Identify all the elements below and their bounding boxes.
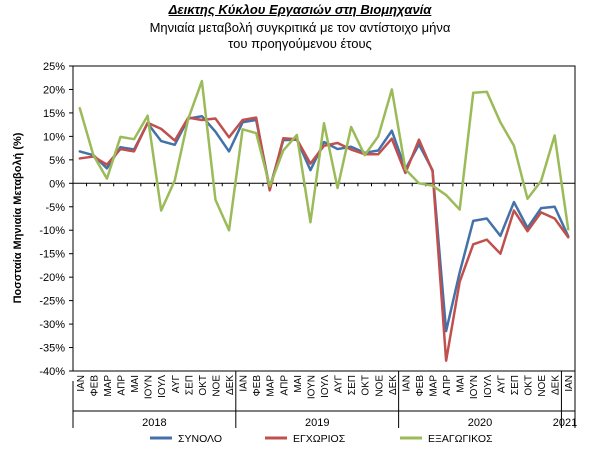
x-tick-label: ΙΟΥΛ (483, 375, 494, 398)
x-tick-label: ΦΕΒ (89, 375, 100, 397)
y-tick-label: -25% (39, 296, 65, 308)
x-tick-label: ΙΟΥΝ (469, 375, 480, 399)
x-tick-label: ΦΕΒ (415, 375, 426, 397)
chart-subtitle-line2: του προηγούμενου έτους (228, 36, 372, 51)
y-tick-label: 5% (49, 155, 65, 167)
y-tick-label: -10% (39, 225, 65, 237)
x-tick-label: ΑΥΓ (334, 375, 345, 394)
series-line-ΕΓΧΩΡΙΟΣ (78, 116, 570, 362)
year-label: 2020 (468, 417, 492, 429)
y-tick-label: -30% (39, 319, 65, 331)
x-tick-label: ΜΑΙ (130, 375, 141, 393)
labels-layer: 25% 20% 15% 10% 5% 0% -5% -10% -15% -20% -25% -30% -… (39, 61, 577, 429)
x-tick-label: ΦΕΒ (252, 375, 263, 397)
y-tick-label: -40% (39, 366, 65, 378)
x-tick-label: ΙΟΥΝ (144, 375, 155, 399)
x-tick-label: ΣΕΠ (347, 375, 358, 395)
year-label: 2018 (142, 417, 166, 429)
x-tick-label: ΝΟΕ (537, 375, 548, 397)
x-tick-label: ΙΟΥΝ (306, 375, 317, 399)
x-tick-label: ΑΠΡ (116, 375, 127, 396)
y-tick-label: 0% (49, 178, 65, 190)
x-tick-label: ΙΑΝ (76, 375, 87, 392)
chart-axes (69, 65, 576, 428)
y-tick-label: -5% (45, 202, 65, 214)
x-tick-label: ΝΟΕ (374, 375, 385, 397)
chart-legend: ΣΥΝΟΛΟ ΕΓΧΩΡΙΟΣ ΕΞΑΓΩΓΙΚΟΣ (150, 433, 493, 445)
y-axis-label: Ποσσταία Μηνιαία Μεταβολή (%) (12, 132, 24, 303)
x-tick-label: ΜΑΙ (293, 375, 304, 393)
x-tick-label: ΜΑΡ (266, 375, 277, 397)
x-tick-label: ΟΚΤ (524, 375, 535, 396)
x-tick-label: ΑΠΡ (442, 375, 453, 396)
chart-title: Δεικτης Κύκλου Εργασιών στη Βιομηχανία (168, 2, 432, 17)
y-tick-label: -20% (39, 272, 65, 284)
x-tick-label: ΟΚΤ (198, 375, 209, 396)
year-label: 2019 (305, 417, 329, 429)
x-tick-label: ΝΟΕ (211, 375, 222, 397)
y-tick-label: 10% (43, 131, 65, 143)
x-tick-label: ΑΥΓ (496, 375, 507, 394)
x-tick-label: ΑΠΡ (279, 375, 290, 396)
x-tick-label: ΜΑΡ (103, 375, 114, 397)
legend-label-ΕΓΧΩΡΙΟΣ: ΕΓΧΩΡΙΟΣ (293, 433, 346, 445)
series-line-ΕΞΑΓΩΓΙΚΟΣ (78, 79, 570, 232)
plot-area-border (72, 65, 576, 372)
x-tick-label: ΣΕΠ (510, 375, 521, 395)
x-tick-label: ΙΟΥΛ (320, 375, 331, 398)
x-tick-label: ΣΕΠ (184, 375, 195, 395)
y-tick-label: 20% (43, 84, 65, 96)
x-tick-label: ΔΕΚ (388, 375, 399, 395)
x-tick-label: ΜΑΡ (429, 375, 440, 397)
y-tick-label: 25% (43, 61, 65, 73)
series-layer (78, 79, 570, 362)
year-label: 2021 (553, 417, 577, 429)
chart-subtitle-line1: Μηνιαία μεταβολή συγκριτικά με τον αντίσ… (149, 20, 451, 35)
x-tick-label: ΔΕΚ (551, 375, 562, 395)
x-tick-label: ΜΑΙ (456, 375, 467, 393)
series-line-ΣΥΝΟΛΟ (78, 114, 570, 333)
y-tick-label: -15% (39, 249, 65, 261)
x-tick-label: ΙΟΥΛ (157, 375, 168, 398)
legend-label-ΣΥΝΟΛΟ: ΣΥΝΟΛΟ (178, 433, 222, 445)
x-tick-label: ΑΥΓ (171, 375, 182, 394)
x-tick-label: ΙΑΝ (239, 375, 250, 392)
x-tick-label: ΙΑΝ (401, 375, 412, 392)
y-tick-label: -35% (39, 343, 65, 355)
x-tick-label: ΙΑΝ (564, 375, 575, 392)
legend-label-ΕΞΑΓΩΓΙΚΟΣ: ΕΞΑΓΩΓΙΚΟΣ (428, 433, 493, 445)
x-tick-label: ΔΕΚ (225, 375, 236, 395)
y-tick-label: 15% (43, 108, 65, 120)
x-tick-label: ΟΚΤ (361, 375, 372, 396)
